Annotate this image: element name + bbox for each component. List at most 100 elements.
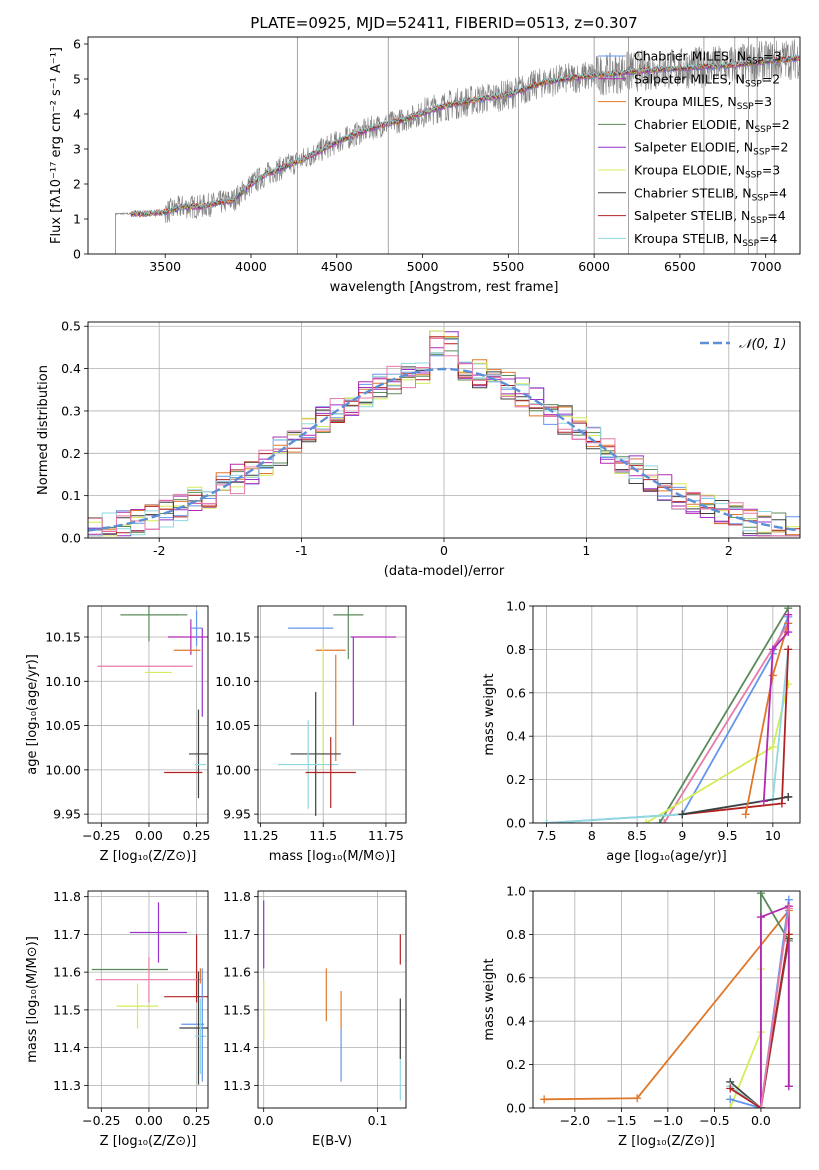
y-tick-label: 11.8 — [53, 889, 81, 904]
errorbar-point — [116, 983, 159, 1029]
x-tick-label: 9.5 — [718, 828, 738, 843]
legend-subscript: SSP — [750, 216, 767, 226]
legend-suffix: =3 — [754, 94, 772, 109]
plus-marker — [756, 913, 765, 922]
x-axis-label: wavelength [Angstrom, rest frame] — [330, 280, 559, 295]
legend-label: Kroupa STELIB, N — [634, 231, 742, 246]
plot-area-mass-vs-Z — [88, 891, 208, 1108]
series — [678, 645, 793, 819]
legend-entry: 𝒩(0, 1) — [739, 337, 786, 352]
legend-suffix: =2 — [762, 71, 780, 86]
plus-marker — [784, 1082, 793, 1091]
plot-area-age-vs-Z — [88, 606, 208, 823]
y-tick-label: 0 — [73, 247, 81, 262]
legend-entry: Salpeter STELIB, NSSP=4 — [634, 208, 786, 226]
y-tick-label: 1.0 — [506, 599, 526, 614]
series-line — [663, 622, 789, 823]
plot-area-massweight-vs-Z — [533, 891, 800, 1108]
legend-entry: Salpeter ELODIE, NSSP=2 — [634, 140, 788, 158]
y-tick-label: 10.00 — [215, 762, 251, 777]
x-tick-label: 11.25 — [243, 828, 279, 843]
series — [756, 902, 793, 1108]
y-tick-label: 0.1 — [61, 488, 81, 503]
y-tick-label: 0.5 — [61, 319, 81, 334]
x-axis-label: Z [log₁₀(Z/Z⊙)] — [100, 1134, 197, 1149]
x-axis-label: (data-model)/error — [384, 564, 505, 579]
legend-subscript: SSP — [742, 239, 759, 249]
y-tick-label: 3 — [73, 142, 81, 157]
panel-age-vs-mass: 11.25 11.5 11.75 9.95 10.00 10.05 10.10 10.15 ma… — [215, 605, 407, 864]
x-axis-label: mass [log₁₀(M/M⊙)] — [269, 849, 396, 864]
legend-subscript: SSP — [753, 148, 770, 158]
legend: 𝒩(0, 1) — [700, 337, 786, 352]
y-tick-label: 1 — [73, 212, 81, 227]
series — [540, 906, 793, 1104]
y-tick-label: 0.4 — [506, 1014, 526, 1029]
plus-marker — [660, 819, 669, 823]
plot-area-residuals — [88, 322, 800, 538]
series — [756, 904, 793, 1108]
series — [726, 895, 793, 1108]
series-line — [760, 904, 790, 1108]
series-line — [658, 607, 789, 823]
plus-marker — [784, 930, 793, 939]
gaussian-curve — [88, 367, 800, 532]
y-axis-label: age [log₁₀(age/yr)] — [25, 654, 40, 775]
y-tick-label: 11.3 — [223, 1078, 251, 1093]
y-axis-label: Normed distribution — [36, 365, 51, 495]
y-axis-label: mass weight — [482, 673, 497, 755]
errorbar-point — [333, 606, 364, 660]
legend-subscript: SSP — [752, 193, 769, 203]
plus-marker — [784, 610, 793, 619]
x-tick-label: −0.5 — [699, 1113, 729, 1128]
legend-entry: Kroupa ELODIE, NSSP=3 — [634, 163, 780, 181]
legend-label: Kroupa ELODIE, N — [634, 163, 745, 178]
axes-frame — [257, 605, 407, 824]
y-tick-label: 0.2 — [506, 1057, 526, 1072]
legend-suffix: =4 — [769, 185, 787, 200]
y-tick-label: 6 — [73, 37, 81, 52]
x-tick-label: −1.5 — [606, 1113, 636, 1128]
plus-marker — [633, 1094, 642, 1103]
axes-frame — [87, 36, 801, 255]
errorbar-point — [194, 998, 207, 1075]
plus-marker — [784, 645, 793, 654]
y-tick-label: 9.95 — [53, 807, 81, 822]
plus-marker — [726, 1095, 735, 1104]
errorbar-point — [188, 709, 208, 799]
plus-marker — [784, 680, 793, 689]
legend-suffix: =4 — [767, 208, 785, 223]
x-tick-label: 11.5 — [309, 828, 337, 843]
y-tick-label: 10.05 — [45, 718, 81, 733]
series-line — [729, 899, 790, 1108]
y-tick-label: 2 — [73, 177, 81, 192]
y-tick-label: 0.0 — [506, 1101, 526, 1116]
plot-area-massweight-vs-age — [533, 606, 800, 823]
axes-frame — [87, 605, 209, 824]
y-tick-label: 5 — [73, 72, 81, 87]
axes-frame — [532, 605, 801, 824]
errorbar-point — [278, 720, 339, 809]
x-tick-label: -1 — [295, 543, 307, 558]
y-tick-label: 0.0 — [506, 816, 526, 831]
legend-subscript: SSP — [745, 79, 762, 89]
series — [655, 606, 793, 823]
legend-entry: Chabrier ELODIE, NSSP=2 — [634, 117, 790, 135]
y-tick-label: 1.0 — [506, 884, 526, 899]
plus-marker — [678, 810, 687, 819]
panel-spectrum: 3500 4000 4500 5000 5500 6000 6500 7000 0 1 2 3 4 5 6 w… — [49, 36, 801, 295]
y-tick-label: 0.4 — [506, 729, 526, 744]
residual-histogram — [88, 337, 800, 537]
panel-mass-vs-ebv: 0.0 0.1 11.3 11.4 11.5 11.6 11.7 11.8 E(B-V) — [223, 889, 407, 1149]
x-tick-label: 9 — [678, 828, 686, 843]
y-tick-label: 11.7 — [223, 927, 251, 942]
panel-massweight-vs-age: 7.5 8 8.5 9 9.5 10 0.0 0.2 0.4 0.6 0.8 1.0 age [log₁… — [482, 599, 801, 864]
x-tick-label: 8.5 — [627, 828, 647, 843]
y-tick-label: 10.00 — [45, 762, 81, 777]
plus-marker — [726, 1104, 735, 1108]
legend-label: Kroupa MILES, N — [634, 94, 737, 109]
y-tick-label: 11.8 — [223, 889, 251, 904]
x-tick-label: 0.0 — [751, 1113, 771, 1128]
x-tick-label: 3500 — [149, 259, 181, 274]
